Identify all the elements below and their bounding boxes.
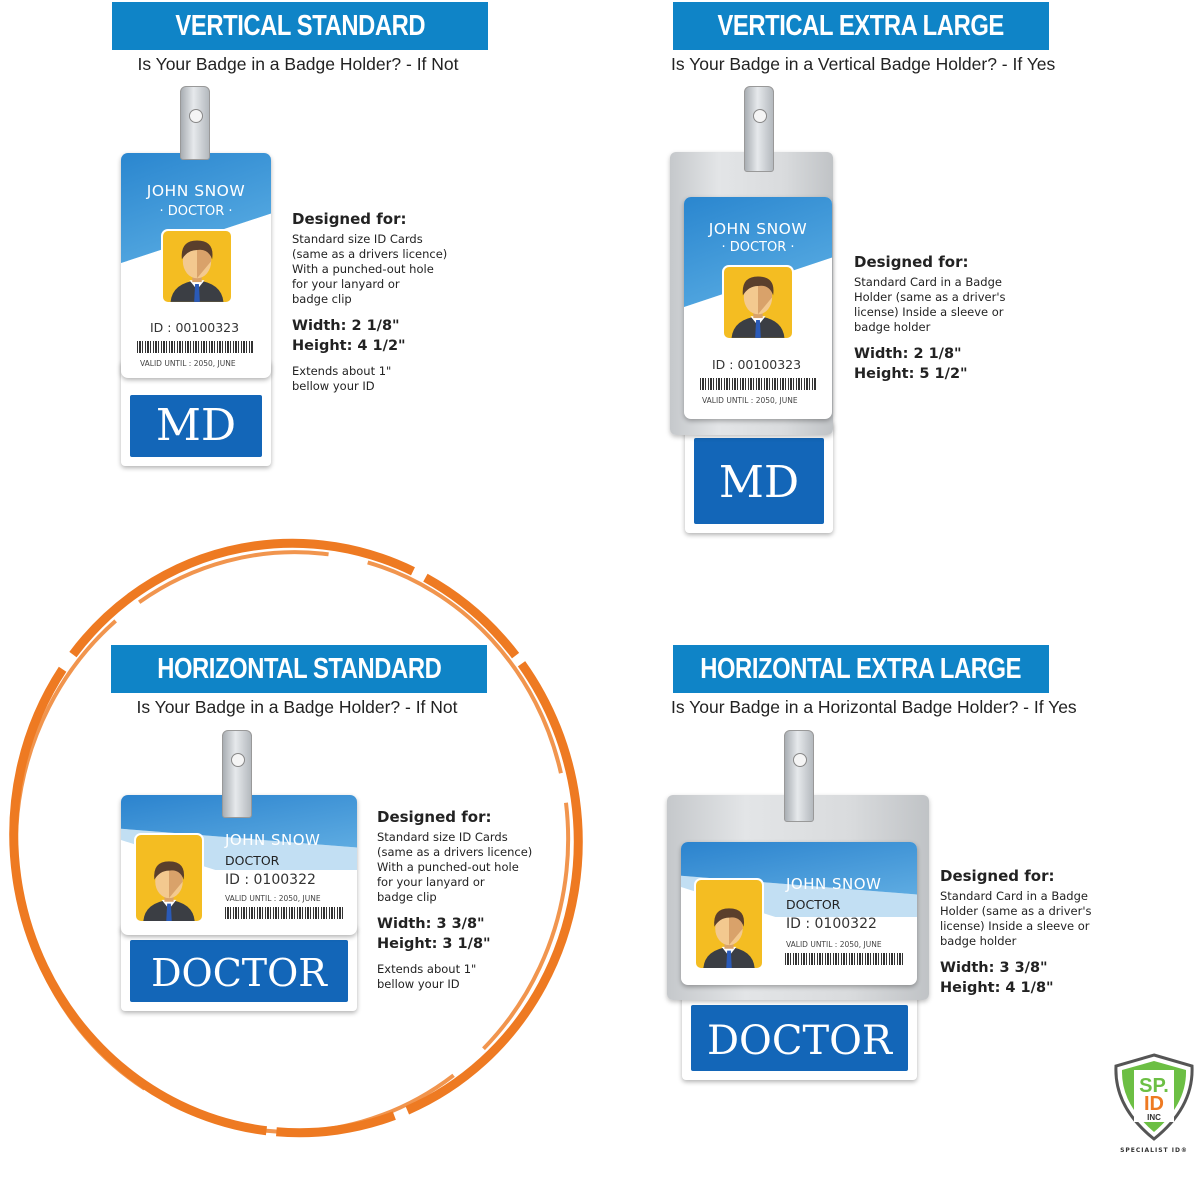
tab-label: DOCTOR — [691, 1005, 908, 1071]
card-name: JOHN SNOW — [225, 831, 321, 849]
person-photo — [134, 833, 204, 923]
card-id: ID : 0100322 — [225, 872, 316, 888]
id-card: JOHN SNOW DOCTOR ID : 0100322 VALID UNTI… — [681, 842, 917, 985]
panel-title: VERTICAL STANDARD — [175, 10, 425, 42]
extends-note: Extends about 1" — [377, 962, 477, 976]
panel-subtitle: Is Your Badge in a Horizontal Badge Hold… — [671, 697, 1077, 717]
card-role: DOCTOR — [786, 897, 841, 912]
panel-subtitle: Is Your Badge in a Vertical Badge Holder… — [671, 54, 1056, 74]
badge-tab: MD — [685, 420, 833, 533]
tab-label: MD — [130, 395, 262, 457]
desc-line: Holder (same as a driver's — [854, 290, 1006, 304]
badge-clip — [222, 730, 252, 818]
extends-note: bellow your ID — [377, 977, 460, 991]
width-spec: Width: 3 3/8" — [940, 960, 1048, 976]
badge-clip — [180, 86, 210, 160]
id-card: JOHN SNOW · DOCTOR · ID : 00100323 VALID… — [121, 153, 271, 378]
card-valid: VALID UNTIL : 2050, JUNE — [225, 894, 321, 903]
designed-for-heading: Designed for: — [377, 808, 492, 826]
extends-note: bellow your ID — [292, 379, 375, 393]
desc-line: badge holder — [854, 320, 931, 334]
desc-line: badge clip — [292, 292, 352, 306]
svg-text:SP.: SP. — [1139, 1075, 1169, 1097]
highlight-circle — [9, 538, 583, 1138]
desc-line: Standard Card in a Badge — [940, 889, 1088, 903]
panel-info: Designed for: Standard size ID Cards (sa… — [377, 810, 532, 992]
desc-line: for your lanyard or — [292, 277, 400, 291]
badge-tab: DOCTOR — [682, 990, 917, 1080]
barcode — [225, 907, 345, 919]
card-valid: VALID UNTIL : 2050, JUNE — [140, 359, 236, 368]
desc-line: With a punched-out hole — [377, 860, 519, 874]
badge-clip — [784, 730, 814, 822]
svg-text:INC: INC — [1147, 1113, 1161, 1122]
panel-info: Designed for: Standard size ID Cards (sa… — [292, 212, 447, 394]
desc-line: license) Inside a sleeve or — [940, 919, 1090, 933]
width-spec: Width: 3 3/8" — [377, 916, 485, 932]
panel-title: HORIZONTAL EXTRA LARGE — [700, 653, 1022, 685]
width-spec: Width: 2 1/8" — [292, 318, 400, 334]
card-name: JOHN SNOW — [786, 875, 882, 893]
person-photo — [694, 878, 764, 970]
panel-subtitle: Is Your Badge in a Badge Holder? - If No… — [136, 697, 458, 717]
person-photo — [161, 229, 233, 304]
barcode — [785, 953, 903, 965]
person-photo — [722, 265, 794, 340]
desc-line: badge holder — [940, 934, 1017, 948]
card-role: · DOCTOR · — [721, 240, 795, 255]
badge-tab: DOCTOR — [121, 925, 357, 1011]
height-spec: Height: 4 1/2" — [292, 338, 406, 354]
desc-line: Standard size ID Cards — [377, 830, 508, 844]
card-name: JOHN SNOW — [708, 220, 808, 238]
tab-label: DOCTOR — [130, 940, 348, 1002]
tab-label: MD — [694, 438, 824, 524]
id-card: JOHN SNOW DOCTOR ID : 0100322 VALID UNTI… — [121, 795, 357, 935]
badge-clip — [744, 86, 774, 172]
barcode — [137, 341, 254, 353]
panel-title-banner: HORIZONTAL EXTRA LARGE — [673, 645, 1049, 693]
card-id: ID : 00100323 — [712, 357, 802, 372]
shield-icon: SP. ID INC — [1114, 1053, 1194, 1141]
panel-title: VERTICAL EXTRA LARGE — [717, 10, 1005, 42]
card-id: ID : 0100322 — [786, 916, 877, 932]
svg-text:ID: ID — [1144, 1093, 1164, 1115]
height-spec: Height: 4 1/8" — [940, 980, 1054, 996]
barcode — [700, 378, 816, 390]
desc-line: (same as a drivers licence) — [377, 845, 533, 859]
id-card: JOHN SNOW · DOCTOR · ID : 00100323 VALID… — [684, 197, 832, 419]
panel-info: Designed for: Standard Card in a Badge H… — [854, 255, 1005, 384]
height-spec: Height: 5 1/2" — [854, 366, 968, 382]
logo-caption: SPECIALIST ID® — [1120, 1147, 1188, 1154]
desc-line: Holder (same as a driver's — [940, 904, 1092, 918]
designed-for-heading: Designed for: — [292, 210, 407, 228]
designed-for-heading: Designed for: — [940, 867, 1055, 885]
panel-subtitle: Is Your Badge in a Badge Holder? - If No… — [137, 54, 459, 74]
card-role: · DOCTOR · — [159, 204, 233, 219]
panel-info: Designed for: Standard Card in a Badge H… — [940, 869, 1091, 998]
card-role: DOCTOR — [225, 853, 280, 868]
height-spec: Height: 3 1/8" — [377, 936, 491, 952]
desc-line: (same as a drivers licence) — [292, 247, 448, 261]
width-spec: Width: 2 1/8" — [854, 346, 962, 362]
card-id: ID : 00100323 — [150, 320, 240, 335]
desc-line: Standard Card in a Badge — [854, 275, 1002, 289]
panel-title-banner: VERTICAL STANDARD — [112, 2, 488, 50]
card-valid: VALID UNTIL : 2050, JUNE — [702, 396, 798, 405]
card-valid: VALID UNTIL : 2050, JUNE — [786, 940, 882, 949]
extends-note: Extends about 1" — [292, 364, 392, 378]
desc-line: With a punched-out hole — [292, 262, 434, 276]
specialist-id-logo: SP. ID INC SPECIALIST ID® — [1112, 1052, 1196, 1154]
desc-line: for your lanyard or — [377, 875, 485, 889]
panel-title-banner: VERTICAL EXTRA LARGE — [673, 2, 1049, 50]
panel-title: HORIZONTAL STANDARD — [156, 653, 442, 685]
desc-line: license) Inside a sleeve or — [854, 305, 1004, 319]
card-name: JOHN SNOW — [146, 182, 246, 200]
designed-for-heading: Designed for: — [854, 253, 969, 271]
panel-title-banner: HORIZONTAL STANDARD — [111, 645, 487, 693]
desc-line: badge clip — [377, 890, 437, 904]
desc-line: Standard size ID Cards — [292, 232, 423, 246]
